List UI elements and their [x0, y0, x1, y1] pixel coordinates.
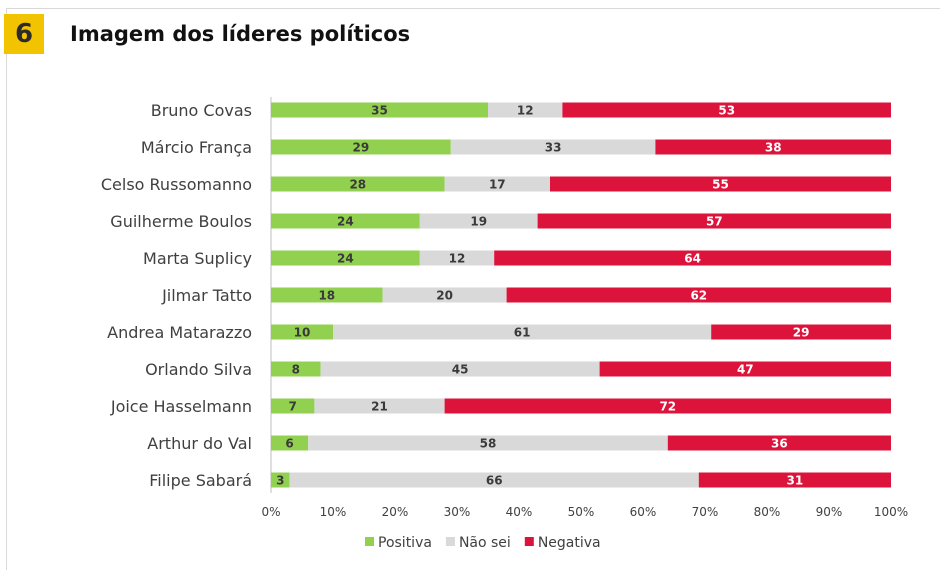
bar-segment-n-o-sei — [320, 361, 600, 377]
data-label: 55 — [712, 178, 729, 192]
category-label: Orlando Silva — [145, 360, 252, 379]
bar-segment-positiva — [271, 361, 321, 377]
x-tick-label: 50% — [568, 505, 595, 519]
x-tick-label: 20% — [382, 505, 409, 519]
legend-label: Não sei — [459, 535, 511, 551]
bar-segment-negativa — [562, 102, 891, 118]
category-label: Bruno Covas — [151, 101, 252, 120]
x-tick-label: 30% — [444, 505, 471, 519]
data-label: 24 — [337, 252, 354, 266]
data-label: 31 — [787, 474, 804, 488]
data-label: 24 — [337, 215, 354, 229]
bar-segment-negativa — [444, 398, 891, 414]
legend-swatch — [524, 537, 534, 546]
data-label: 20 — [436, 289, 453, 303]
data-label: 57 — [706, 215, 723, 229]
data-label: 21 — [371, 400, 388, 414]
data-label: 3 — [276, 474, 284, 488]
bar-segment-positiva — [271, 176, 445, 192]
category-label: Marta Suplicy — [143, 249, 252, 268]
bar-segment-n-o-sei — [314, 398, 445, 414]
data-label: 19 — [470, 215, 487, 229]
data-label: 17 — [489, 178, 506, 192]
data-label: 47 — [737, 363, 754, 377]
category-label: Guilherme Boulos — [110, 212, 252, 231]
bar-segment-negativa — [698, 472, 891, 488]
data-label: 45 — [452, 363, 469, 377]
x-tick-label: 70% — [692, 505, 719, 519]
bar-segment-n-o-sei — [289, 472, 699, 488]
data-label: 53 — [718, 104, 735, 118]
data-label: 28 — [349, 178, 366, 192]
x-tick-label: 60% — [630, 505, 657, 519]
bar-segment-negativa — [667, 435, 891, 451]
data-label: 64 — [684, 252, 701, 266]
data-label: 12 — [517, 104, 534, 118]
data-label: 58 — [480, 437, 497, 451]
data-label: 8 — [292, 363, 300, 377]
bar-segment-negativa — [599, 361, 891, 377]
data-label: 61 — [514, 326, 531, 340]
bar-segment-positiva — [271, 398, 315, 414]
bar-segment-positiva — [271, 250, 420, 266]
data-label: 72 — [659, 400, 676, 414]
data-label: 38 — [765, 141, 782, 155]
bar-segment-negativa — [655, 139, 891, 155]
x-tick-label: 80% — [754, 505, 781, 519]
category-label: Arthur do Val — [147, 434, 252, 453]
legend-label: Positiva — [378, 535, 432, 551]
bar-segment-positiva — [271, 435, 309, 451]
bar-segment-negativa — [550, 176, 891, 192]
data-label: 29 — [353, 141, 370, 155]
bar-segment-n-o-sei — [444, 176, 550, 192]
x-tick-label: 40% — [506, 505, 533, 519]
data-label: 7 — [289, 400, 297, 414]
category-label: Márcio França — [141, 138, 252, 157]
bar-segment-positiva — [271, 324, 333, 340]
x-tick-label: 10% — [320, 505, 347, 519]
bar-segment-n-o-sei — [419, 213, 538, 229]
data-label: 29 — [793, 326, 810, 340]
bar-segment-positiva — [271, 287, 383, 303]
x-tick-label: 90% — [816, 505, 843, 519]
bar-segment-positiva — [271, 472, 290, 488]
bar-segment-positiva — [271, 102, 488, 118]
data-label: 35 — [371, 104, 388, 118]
chart-frame — [6, 8, 940, 570]
data-label: 62 — [690, 289, 707, 303]
x-tick-label: 0% — [261, 505, 280, 519]
bar-segment-n-o-sei — [419, 250, 495, 266]
x-tick-label: 100% — [874, 505, 908, 519]
bar-segment-negativa — [494, 250, 891, 266]
legend-swatch — [365, 537, 374, 546]
bar-segment-n-o-sei — [308, 435, 668, 451]
bar-segment-negativa — [711, 324, 891, 340]
data-label: 10 — [294, 326, 311, 340]
data-label: 33 — [545, 141, 562, 155]
chart-title: Imagem dos líderes políticos — [70, 22, 411, 46]
data-label: 66 — [486, 474, 503, 488]
category-label: Jilmar Tatto — [161, 286, 252, 305]
category-label: Celso Russomanno — [101, 175, 252, 194]
bar-segment-n-o-sei — [382, 287, 507, 303]
bar-segment-positiva — [271, 213, 420, 229]
bar-segment-positiva — [271, 139, 451, 155]
bar-segment-n-o-sei — [450, 139, 656, 155]
legend-label: Negativa — [538, 535, 601, 551]
bar-segment-negativa — [506, 287, 891, 303]
bar-segment-n-o-sei — [333, 324, 712, 340]
category-label: Filipe Sabará — [149, 471, 252, 490]
bar-segment-negativa — [537, 213, 891, 229]
data-label: 18 — [318, 289, 335, 303]
bar-segment-n-o-sei — [488, 102, 563, 118]
data-label: 12 — [449, 252, 466, 266]
category-label: Andrea Matarazzo — [107, 323, 252, 342]
legend-swatch — [445, 537, 455, 546]
data-label: 36 — [771, 437, 788, 451]
category-label: Joice Hasselmann — [110, 397, 252, 416]
slide-number-badge: 6 — [4, 14, 44, 54]
data-label: 6 — [285, 437, 293, 451]
